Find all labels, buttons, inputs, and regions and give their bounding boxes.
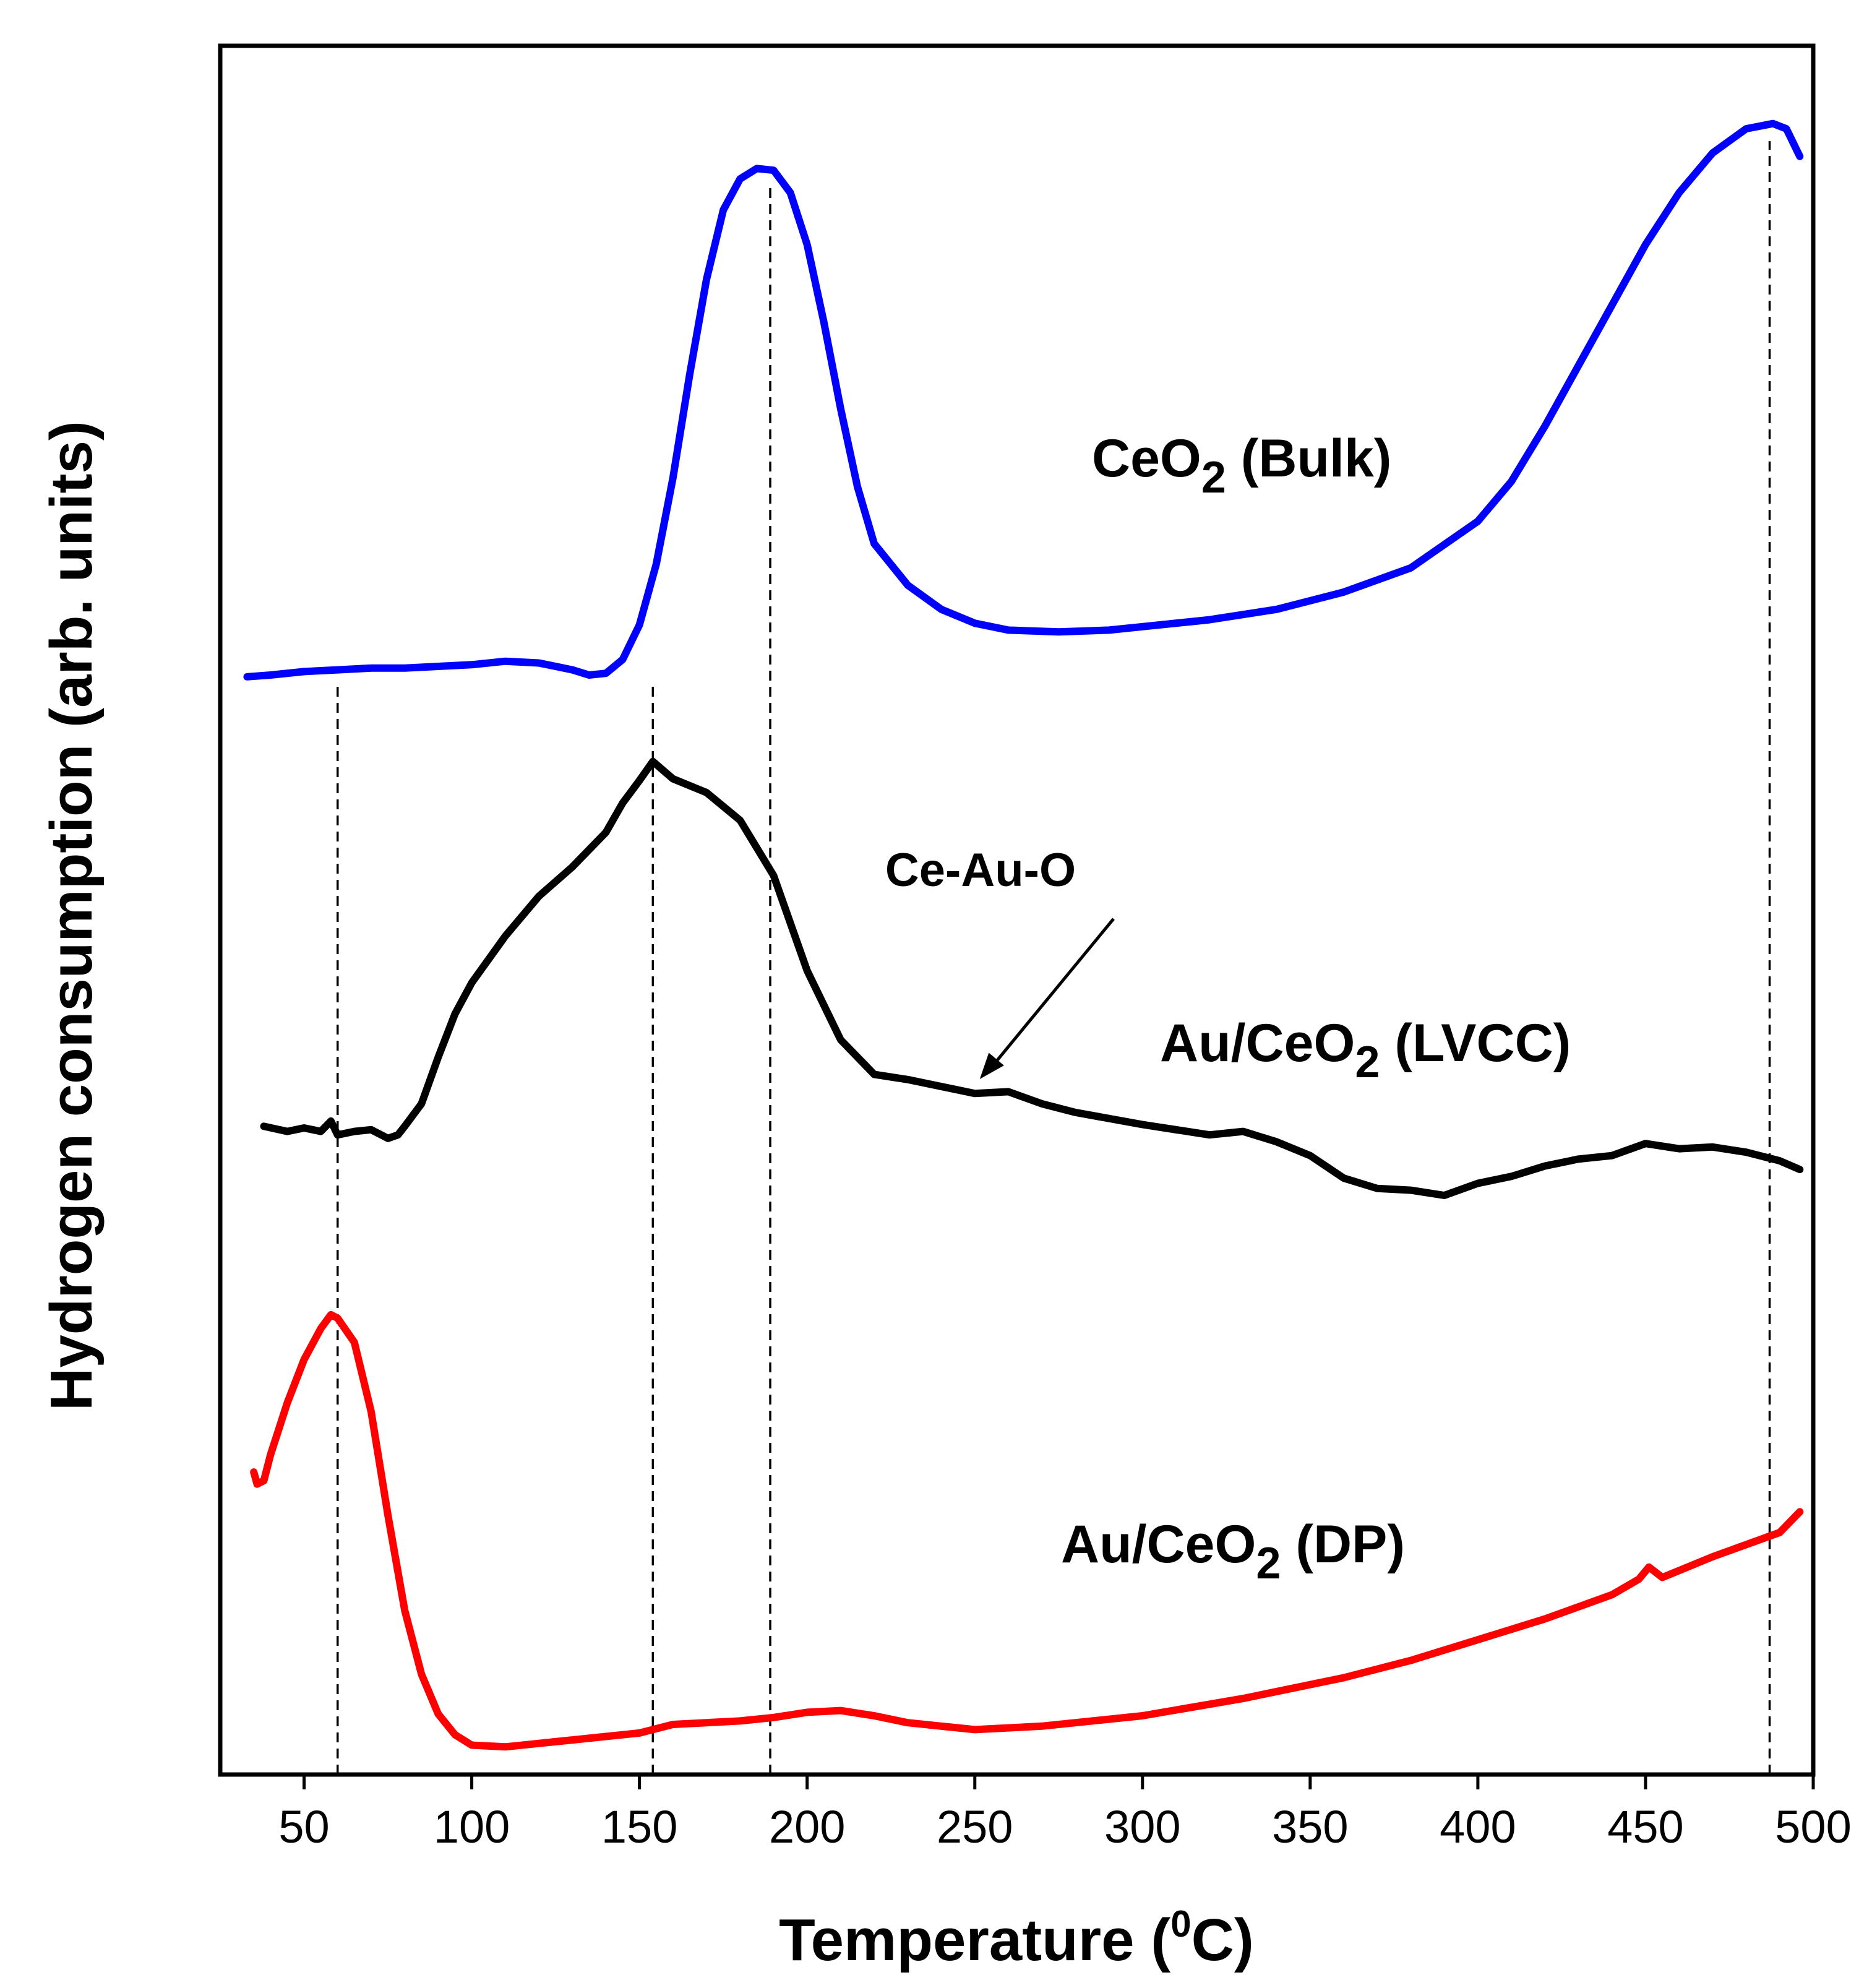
series-label-subscript: 2: [1256, 1539, 1281, 1588]
x-tick-label-250: 250: [937, 1801, 1013, 1852]
series-line-1: [243, 119, 1804, 681]
annotation: Ce-Au-O: [885, 844, 1115, 1079]
annotation-arrow-head: [979, 1052, 1004, 1079]
series-label-rest: (LVCC): [1380, 1013, 1571, 1073]
x-tick-label-400: 400: [1440, 1801, 1516, 1852]
annotation-label: Ce-Au-O: [885, 844, 1076, 897]
x-tick-label-350: 350: [1272, 1801, 1348, 1852]
series-line-2: [260, 757, 1804, 1199]
x-axis-title-unit-superscript: 0: [1170, 1903, 1191, 1945]
annotation-arrow-line: [989, 918, 1115, 1069]
series-label-main: Au/CeO: [1061, 1515, 1256, 1574]
series-label-3: Au/CeO2 (DP): [1061, 1515, 1405, 1588]
x-tick-label-100: 100: [434, 1801, 510, 1852]
series-label-subscript: 2: [1355, 1038, 1380, 1087]
x-axis-title-text: Temperature: [779, 1907, 1134, 1973]
x-tick-label-50: 50: [278, 1801, 329, 1852]
plot-frame: [218, 43, 1816, 1777]
series-label-2: Au/CeO2 (LVCC): [1160, 1013, 1571, 1087]
dashed-guide-lines: [336, 141, 1771, 1775]
x-tick-label-200: 200: [769, 1801, 845, 1852]
x-tick-label-500: 500: [1775, 1801, 1851, 1852]
x-axis-ticks: 50 100 150 200 250 300 350 400 450 500: [278, 1775, 1852, 1852]
series-label-rest: (DP): [1281, 1515, 1405, 1574]
series-label-1: CeO2 (Bulk): [1092, 429, 1391, 502]
series-label-main: Au/CeO: [1160, 1013, 1355, 1073]
x-tick-label-300: 300: [1104, 1801, 1180, 1852]
series-layer: [243, 119, 1804, 1751]
x-axis-title-unit: C: [1191, 1907, 1234, 1973]
x-axis-title-close-paren: ): [1234, 1907, 1254, 1973]
x-tick-label-450: 450: [1607, 1801, 1683, 1852]
series-label-rest: (Bulk): [1226, 429, 1392, 488]
series-label-main: CeO: [1092, 429, 1201, 488]
y-axis-title: Hydrogen consumption (arb. units): [38, 421, 105, 1411]
series-line-3: [250, 1310, 1804, 1751]
series-label-subscript: 2: [1201, 453, 1226, 502]
series-labels: CeO2 (Bulk)Au/CeO2 (LVCC)Au/CeO2 (DP): [1061, 429, 1571, 1588]
x-axis-title: Temperature (0C): [779, 1903, 1254, 1973]
x-axis-title-open-paren: (: [1135, 1907, 1171, 1973]
x-tick-label-150: 150: [601, 1801, 677, 1852]
